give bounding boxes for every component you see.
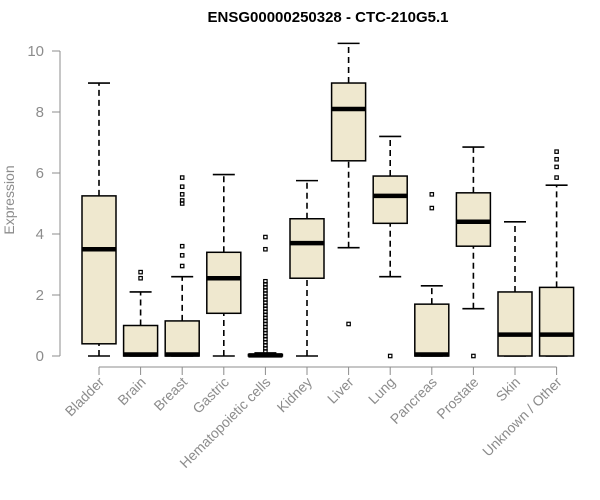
y-tick-label: 6 xyxy=(36,165,44,182)
box-group xyxy=(330,42,367,327)
outlier-point xyxy=(138,269,143,275)
x-tick-label: Unknown / Other xyxy=(479,374,565,460)
outlier-point xyxy=(554,164,559,170)
x-tick-label: Liver xyxy=(324,374,357,407)
outlier-point xyxy=(263,246,268,252)
box-group xyxy=(455,146,492,359)
outlier-point xyxy=(179,198,185,203)
outlier-point xyxy=(179,184,185,190)
x-tick-label: Prostate xyxy=(433,374,481,422)
y-tick-label: 8 xyxy=(36,104,44,121)
box-group xyxy=(289,179,325,357)
box xyxy=(455,192,492,247)
y-tick-label: 0 xyxy=(36,348,44,365)
box-group xyxy=(122,269,159,357)
box-group xyxy=(538,149,575,357)
x-tick-label: Kidney xyxy=(274,374,316,416)
box-group xyxy=(372,135,408,359)
box-group xyxy=(164,175,200,357)
outlier-point xyxy=(429,205,435,211)
x-tick-label: Breast xyxy=(150,374,190,414)
y-axis-label: Expression xyxy=(1,165,17,234)
x-tick-label: Skin xyxy=(493,374,524,405)
outlier-point xyxy=(263,278,268,284)
chart-title: ENSG00000250328 - CTC-210G5.1 xyxy=(208,9,449,26)
outlier-point xyxy=(554,149,559,154)
box xyxy=(414,303,450,357)
box xyxy=(164,320,200,357)
box xyxy=(206,251,242,315)
outlier-point xyxy=(387,353,393,359)
box xyxy=(330,82,367,162)
outlier-point xyxy=(179,263,185,269)
outlier-point xyxy=(346,321,351,327)
box xyxy=(372,175,408,225)
y-tick-label: 10 xyxy=(27,43,44,60)
outlier-point xyxy=(263,234,268,240)
x-tick-label: Lung xyxy=(365,374,398,407)
box-group xyxy=(247,234,284,358)
outlier-point xyxy=(429,192,435,197)
outlier-point xyxy=(179,175,185,180)
x-tick-label: Bladder xyxy=(62,374,108,420)
outlier-point xyxy=(471,353,476,359)
box xyxy=(538,286,575,357)
box-group xyxy=(206,173,242,357)
outlier-point xyxy=(554,175,559,180)
box xyxy=(289,218,325,279)
outlier-point xyxy=(179,253,185,258)
outlier-point xyxy=(179,243,185,249)
plot-area xyxy=(81,42,575,359)
outlier-point xyxy=(179,192,185,197)
x-tick-label: Brain xyxy=(114,374,148,408)
outlier-point xyxy=(138,275,143,281)
y-axis: 0 2 4 6 8 10 xyxy=(27,43,61,365)
box-group xyxy=(81,82,117,357)
y-tick-label: 4 xyxy=(36,226,44,243)
y-tick-label: 2 xyxy=(36,287,44,304)
box xyxy=(497,291,533,357)
box-group xyxy=(497,221,533,357)
box-group xyxy=(414,192,450,357)
box xyxy=(122,324,159,357)
box xyxy=(81,195,117,345)
outlier-point xyxy=(554,156,559,162)
